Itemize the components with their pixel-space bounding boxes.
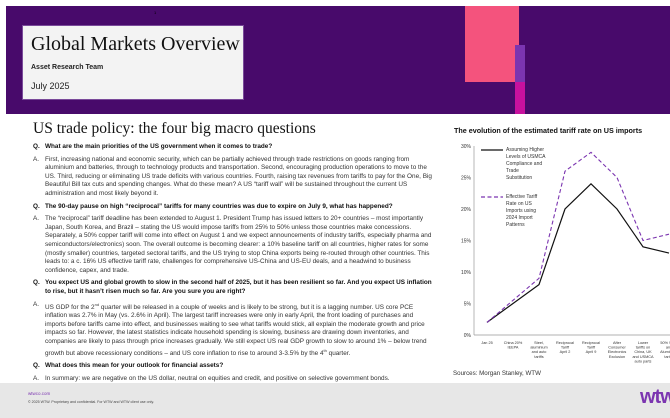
tariff-line-chart: 0% 5% 10% 15% 20% 25% 30% Jan 25 China 20% IEEPA S… (461, 144, 670, 363)
x-tick-label: China 20% IEEPA (504, 341, 523, 350)
question-text: You expect US and global growth to slow … (45, 279, 432, 295)
title-box: Global Markets Overview Asset Research T… (22, 25, 244, 100)
website-link[interactable]: wtwco.com (28, 391, 51, 396)
y-tick-label: 15% (461, 239, 472, 245)
answer-text: US GDP for the 2 (45, 303, 95, 311)
section-heading: US trade policy: the four big macro ques… (33, 120, 316, 137)
decor-block-pink (465, 6, 519, 82)
series-line-1 (486, 182, 670, 323)
a-prefix: A. (33, 374, 40, 382)
x-tick-label: 50% SteelandAluminiumtariffs (660, 341, 670, 359)
page-number: 1 (154, 10, 157, 15)
team-name: Asset Research Team (31, 64, 104, 71)
y-tick-label: 0% (464, 333, 472, 339)
series-line-2 (486, 151, 670, 323)
y-tick-label: 25% (461, 176, 472, 182)
qa-list: Q. What are the main priorities of the US… (33, 143, 433, 388)
wtw-logo: wtw (640, 386, 670, 408)
answer: A. The “reciprocal” tariff deadline has b… (33, 215, 433, 275)
q-prefix: Q. (33, 202, 40, 210)
question-text: What does this mean for your outlook for… (45, 362, 224, 370)
y-tick-label: 5% (464, 302, 472, 308)
x-tick-label: After Consumer Electronics Exclusion (608, 341, 627, 359)
legend-label: Assuming Higher Levels of USMCA Compliance… (506, 147, 546, 181)
q-prefix: Q. (33, 362, 40, 370)
x-tick-label: Reciprocal Tariff April 9 (582, 341, 600, 354)
y-tick-label: 20% (461, 207, 472, 213)
answer: A. First, increasing national and economi… (33, 156, 433, 199)
a-prefix: A. (33, 300, 40, 308)
q-prefix: Q. (33, 143, 40, 150)
chart-title: The evolution of the estimated tariff ra… (454, 126, 643, 135)
y-tick-label: 30% (461, 144, 472, 150)
question: Q. You expect US and global growth to slo… (33, 279, 433, 296)
superscript: th (323, 347, 327, 353)
answer-text: First, increasing national and economic … (45, 155, 432, 197)
answer-text: The “reciprocal” tariff deadline has bee… (45, 215, 432, 274)
decor-block-magenta (515, 82, 525, 114)
copyright: © 2025 WTW. Proprietary and confidential… (28, 400, 155, 404)
header-banner: 1 Global Markets Overview Asset Research… (6, 6, 670, 114)
question-text: The 90-day pause on high “reciprocal” ta… (45, 202, 393, 210)
question: Q. What does this mean for your outlook f… (33, 362, 433, 371)
answer-text: quarter will be released in a couple of … (45, 303, 427, 357)
x-tick-label: Reciprocal Tariff April 2 (556, 341, 574, 354)
page-title: Global Markets Overview (31, 33, 240, 55)
chart-source: Sources: Morgan Stanley, WTW (453, 370, 541, 377)
x-tick-label: Lower tariffs on China, UK and USMCA auto pa… (632, 341, 654, 363)
a-prefix: A. (33, 155, 40, 163)
answer-text: In summary: we are negative on the US do… (45, 374, 390, 382)
q-prefix: Q. (33, 279, 40, 287)
question-text: What are the main priorities of the US g… (45, 143, 273, 150)
footer: wtwco.com © 2025 WTW. Proprietary and co… (0, 383, 670, 418)
superscript: nd (94, 301, 100, 307)
answer: A. US GDP for the 2nd quarter will be rel… (33, 301, 433, 359)
x-tick-label: Steel, aluminium and auto tariffs (530, 341, 547, 359)
answer: A. In summary: we are negative on the US … (33, 375, 433, 384)
x-tick-label: Jan 25 (481, 341, 492, 345)
question: Q. What are the main priorities of the US… (33, 143, 433, 152)
legend-label: Effective Tariff Rate on US Imports using 2… (506, 194, 538, 228)
a-prefix: A. (33, 215, 40, 223)
question: Q. The 90-day pause on high “reciprocal” … (33, 203, 433, 212)
answer-text: quarter. (326, 349, 351, 357)
decor-block-violet (515, 45, 525, 82)
y-tick-label: 10% (461, 270, 472, 276)
report-date: July 2025 (31, 81, 70, 91)
